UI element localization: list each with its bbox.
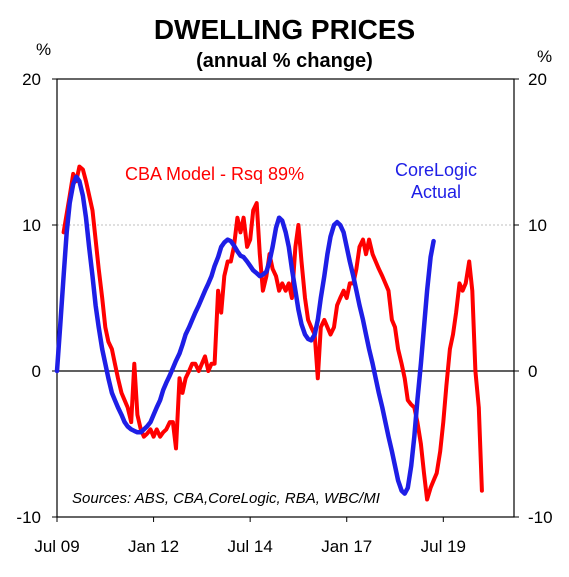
- series-lines: [54, 164, 484, 502]
- y-tick-label-left-2: 0: [32, 362, 41, 381]
- y-tick-label-left-1: 10: [22, 216, 41, 235]
- chart-title: DWELLING PRICES: [153, 14, 416, 45]
- source-note: Sources: ABS, CBA,CoreLogic, RBA, WBC/MI: [72, 490, 380, 507]
- model-annotation: CBA Model - Rsq 89%: [125, 164, 304, 184]
- right-axis-unit: %: [537, 47, 552, 66]
- plot-area-frame: [56, 78, 515, 518]
- x-tick-label-0: Jul 09: [34, 537, 79, 556]
- x-tick-label-1: Jan 12: [128, 537, 179, 556]
- y-tick-label-right-1: 10: [528, 216, 547, 235]
- series-line-actual: [54, 174, 436, 496]
- actual-annotation-line2: Actual: [411, 182, 461, 202]
- y-tick-label-right-0: 20: [528, 70, 547, 89]
- series-line-model: [61, 164, 484, 502]
- x-tick-label-2: Jul 14: [227, 537, 272, 556]
- x-tick-label-3: Jan 17: [321, 537, 372, 556]
- actual-annotation-line1: CoreLogic: [395, 160, 477, 180]
- gridlines: [57, 224, 514, 372]
- y-tick-label-left-3: -10: [16, 508, 41, 527]
- left-axis-unit: %: [36, 40, 51, 59]
- chart-subtitle: (annual % change): [196, 50, 373, 72]
- x-tick-label-4: Jul 19: [421, 537, 466, 556]
- axis-ticks: 20 20 10 10 0 0 -10 -10 Jul 09 Jan 12 Jul 14 Jan 17…: [16, 70, 552, 556]
- y-tick-label-left-0: 20: [22, 70, 41, 89]
- y-tick-label-right-3: -10: [528, 508, 553, 527]
- y-tick-label-right-2: 0: [528, 362, 537, 381]
